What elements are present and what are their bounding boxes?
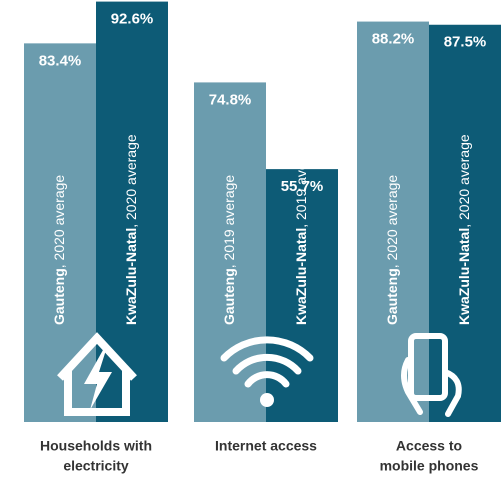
wifi-dot xyxy=(260,393,274,407)
series-period: , 2019 average xyxy=(221,175,237,269)
bars: 83.4%Gauteng, 2020 average92.6%KwaZulu-N… xyxy=(24,1,501,423)
series-period: , 2020 average xyxy=(123,134,139,228)
phone-icon xyxy=(408,333,448,401)
series-name: Gauteng xyxy=(51,268,67,325)
house-icon xyxy=(57,332,137,416)
bar xyxy=(357,21,429,423)
bar xyxy=(24,43,96,422)
category-label: Households with xyxy=(40,438,152,454)
series-period: , 2019 average xyxy=(293,134,309,228)
value-label: 74.8% xyxy=(209,91,252,108)
series-name: Gauteng xyxy=(221,268,237,325)
value-label: 55.7% xyxy=(281,178,324,195)
value-label: 87.5% xyxy=(444,34,487,51)
icons xyxy=(57,332,462,417)
series-period: , 2020 average xyxy=(456,134,472,228)
bar-label: KwaZulu-Natal, 2020 average xyxy=(123,134,139,325)
bar xyxy=(429,24,501,422)
bar-label: Gauteng, 2020 average xyxy=(384,175,400,325)
series-name: KwaZulu-Natal xyxy=(456,228,472,325)
category-labels: Households with electricity Internet acces… xyxy=(40,438,479,474)
bar-label: Gauteng, 2019 average xyxy=(221,175,237,325)
bar-label: Gauteng, 2020 average xyxy=(51,175,67,325)
series-period: , 2020 average xyxy=(384,175,400,269)
lightning-icon xyxy=(84,350,112,410)
series-name: Gauteng xyxy=(384,268,400,325)
bar-label: KwaZulu-Natal, 2019 average xyxy=(293,134,309,325)
bar xyxy=(194,82,266,423)
value-label: 83.4% xyxy=(39,52,82,69)
series-name: KwaZulu-Natal xyxy=(123,228,139,325)
value-label: 92.6% xyxy=(111,11,154,28)
category-label: Access to xyxy=(396,438,462,454)
value-label: 88.2% xyxy=(372,31,415,48)
category-label: electricity xyxy=(63,458,129,474)
wifi-icon xyxy=(220,336,314,388)
series-name: KwaZulu-Natal xyxy=(293,228,309,325)
category-label: mobile phones xyxy=(380,458,479,474)
hand-icon xyxy=(401,357,462,417)
bar-label: KwaZulu-Natal, 2020 average xyxy=(456,134,472,325)
category-label: Internet access xyxy=(215,438,317,454)
series-period: , 2020 average xyxy=(51,175,67,269)
